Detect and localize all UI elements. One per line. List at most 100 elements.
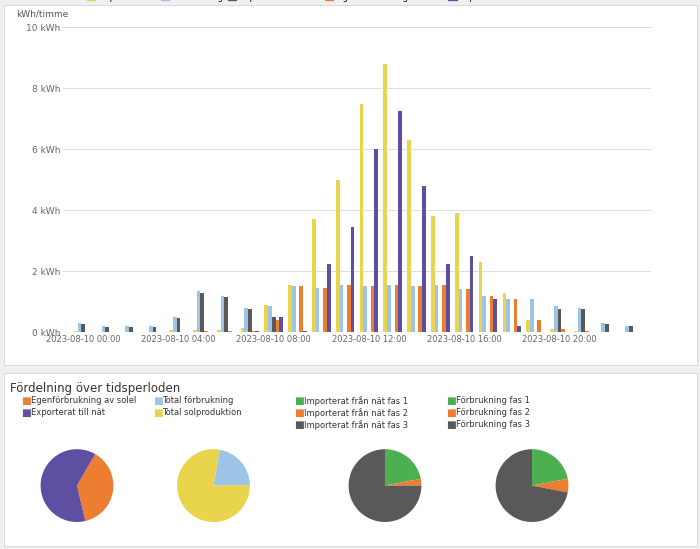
Text: ■: ■ xyxy=(294,408,304,418)
Bar xyxy=(105,327,109,332)
Bar xyxy=(466,289,470,332)
Bar xyxy=(81,323,85,332)
Bar xyxy=(411,287,414,332)
Bar xyxy=(574,330,578,332)
Text: Importerat från nät fas 1: Importerat från nät fas 1 xyxy=(304,396,408,406)
Text: kWh/timme: kWh/timme xyxy=(16,9,68,18)
Bar xyxy=(435,285,438,332)
Bar xyxy=(503,293,506,332)
Bar xyxy=(193,330,197,332)
Bar xyxy=(387,285,391,332)
Text: ■: ■ xyxy=(446,420,456,430)
Text: Exporterat till nät: Exporterat till nät xyxy=(31,408,105,417)
Text: ■: ■ xyxy=(21,408,31,418)
Bar xyxy=(125,326,129,332)
Text: Importerat från nät fas 3: Importerat från nät fas 3 xyxy=(304,420,408,430)
Bar xyxy=(625,326,629,332)
Wedge shape xyxy=(385,449,421,486)
Wedge shape xyxy=(41,449,95,522)
Bar xyxy=(395,285,398,332)
Bar xyxy=(581,309,585,332)
Bar xyxy=(442,285,446,332)
Bar xyxy=(605,323,609,332)
Text: Total solproduktion: Total solproduktion xyxy=(162,408,242,417)
Bar xyxy=(538,320,541,332)
Text: Egenförbrukning av solel: Egenförbrukning av solel xyxy=(31,396,136,405)
Bar xyxy=(398,111,402,332)
Bar xyxy=(601,323,605,332)
Bar xyxy=(374,149,378,332)
Bar xyxy=(300,287,303,332)
Bar xyxy=(200,293,204,332)
Bar xyxy=(316,288,319,332)
Bar xyxy=(517,326,521,332)
Bar xyxy=(327,264,330,332)
Bar xyxy=(360,104,363,332)
Bar xyxy=(526,320,530,332)
Bar xyxy=(149,326,153,332)
Bar xyxy=(252,330,256,332)
Bar xyxy=(458,289,462,332)
Text: Importerat från nät fas 2: Importerat från nät fas 2 xyxy=(304,408,408,418)
Wedge shape xyxy=(349,449,421,522)
Bar xyxy=(422,186,426,332)
Legend: Solproduktion, Förbrukning, Importerat från nät, Eigenförbrukning av solel, Expo: Solproduktion, Förbrukning, Importerat f… xyxy=(87,0,533,2)
Text: Förbrukning fas 1: Förbrukning fas 1 xyxy=(456,396,530,405)
Bar xyxy=(129,327,133,332)
Bar xyxy=(407,140,411,332)
Text: ■: ■ xyxy=(153,408,162,418)
Bar xyxy=(303,330,307,332)
Bar xyxy=(173,317,176,332)
Bar xyxy=(490,295,493,332)
Bar xyxy=(176,317,181,332)
Bar xyxy=(288,285,292,332)
Wedge shape xyxy=(532,479,568,492)
Bar xyxy=(265,305,268,332)
Bar xyxy=(220,295,224,332)
Bar xyxy=(578,308,581,332)
Wedge shape xyxy=(177,449,250,522)
Text: ■: ■ xyxy=(294,420,304,430)
Text: ■: ■ xyxy=(21,396,31,406)
Bar xyxy=(256,330,259,332)
Bar xyxy=(244,308,248,332)
Bar xyxy=(279,317,283,332)
Wedge shape xyxy=(77,454,113,521)
Bar xyxy=(446,264,449,332)
Bar xyxy=(351,227,354,332)
Bar xyxy=(248,309,252,332)
Bar xyxy=(268,306,272,332)
Bar xyxy=(292,287,295,332)
Text: Fördelning över tidsperloden: Fördelning över tidsperloden xyxy=(10,382,181,395)
Bar xyxy=(371,287,374,332)
Bar xyxy=(470,256,473,332)
Bar xyxy=(494,299,497,332)
Bar xyxy=(629,326,633,332)
Bar xyxy=(224,297,228,332)
Bar xyxy=(479,262,482,332)
Text: ■: ■ xyxy=(446,396,456,406)
Bar xyxy=(197,291,200,332)
Bar xyxy=(272,317,276,332)
Bar xyxy=(102,326,105,332)
Bar xyxy=(347,285,351,332)
Wedge shape xyxy=(214,450,250,486)
Bar xyxy=(514,299,517,332)
Bar xyxy=(74,330,78,332)
Bar xyxy=(276,320,279,332)
Bar xyxy=(153,327,157,332)
Bar xyxy=(336,180,340,332)
Wedge shape xyxy=(532,449,568,486)
Bar xyxy=(419,287,422,332)
Bar xyxy=(506,299,510,332)
Bar xyxy=(241,328,244,332)
Bar xyxy=(550,329,554,332)
Bar xyxy=(312,220,316,332)
Bar xyxy=(340,285,343,332)
Text: Total förbrukning: Total förbrukning xyxy=(162,396,234,405)
Text: Förbrukning fas 2: Förbrukning fas 2 xyxy=(456,408,530,417)
Bar xyxy=(482,295,486,332)
Bar xyxy=(554,306,557,332)
Text: Förbrukning fas 3: Förbrukning fas 3 xyxy=(456,421,530,429)
Bar xyxy=(561,329,565,332)
